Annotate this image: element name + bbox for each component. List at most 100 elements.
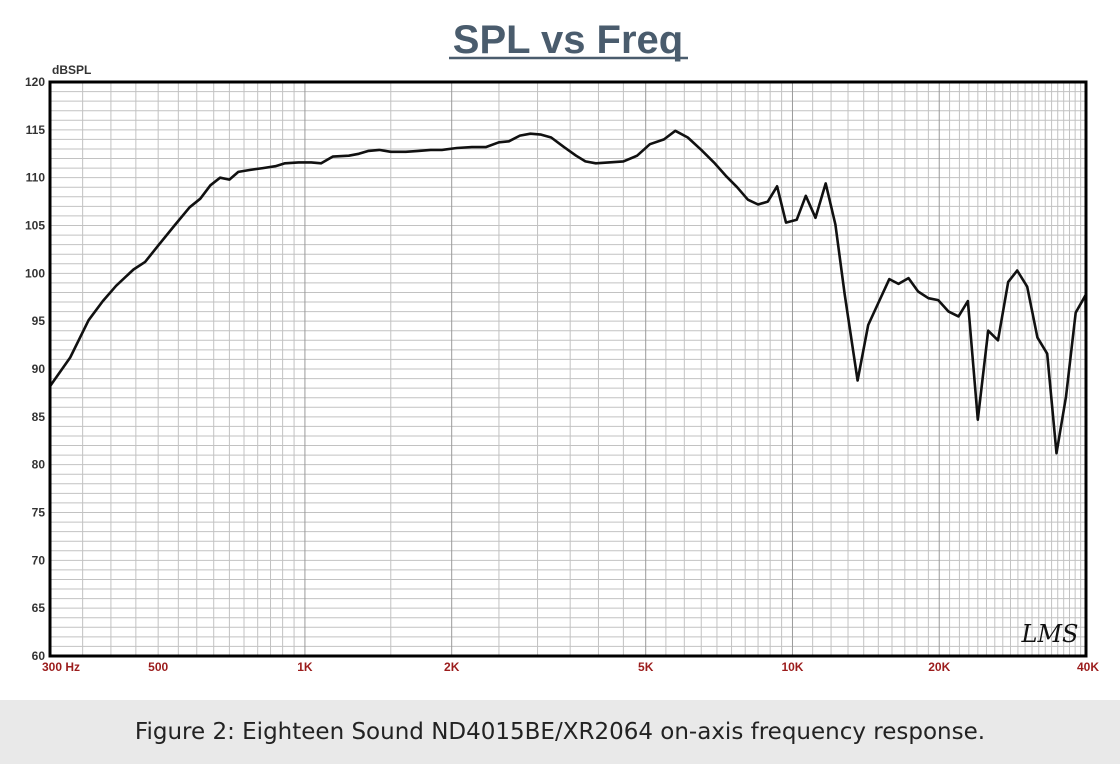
data-point	[297, 161, 300, 164]
data-point	[248, 169, 251, 171]
data-point	[404, 150, 407, 153]
grid	[50, 82, 1086, 656]
data-point	[69, 356, 72, 359]
data-point	[274, 165, 277, 168]
data-point	[927, 297, 930, 300]
y-tick-label: 80	[32, 458, 46, 472]
data-point	[584, 160, 587, 163]
data-point	[456, 147, 458, 149]
x-tick-label: 40K	[1077, 660, 1099, 674]
y-axis-label: dBSPL	[52, 63, 91, 77]
data-point	[507, 140, 510, 143]
data-point	[834, 223, 837, 226]
x-tick-label: 500	[148, 660, 168, 674]
x-tick-label: 300 Hz	[42, 660, 80, 674]
y-tick-label: 105	[25, 219, 45, 233]
data-point	[917, 290, 919, 293]
data-point	[594, 162, 597, 165]
x-tick-label: 20K	[928, 660, 950, 674]
y-tick-label: 120	[25, 75, 45, 89]
data-point	[843, 293, 846, 296]
data-point	[378, 149, 381, 151]
data-point	[804, 194, 807, 197]
data-point	[947, 310, 950, 313]
x-tick-label: 5K	[638, 660, 654, 674]
figure-caption-text: Figure 2: Eighteen Sound ND4015BE/XR2064…	[134, 719, 986, 745]
data-point	[713, 161, 715, 164]
curve-layer	[48, 129, 1088, 455]
data-point	[320, 162, 323, 165]
data-point	[284, 162, 286, 165]
y-tick-label: 60	[32, 649, 46, 663]
data-point	[188, 206, 191, 209]
y-tick-label: 115	[26, 123, 46, 137]
data-point	[607, 161, 610, 164]
x-tick-label: 2K	[444, 660, 460, 674]
data-point	[575, 154, 578, 157]
data-point	[357, 152, 360, 155]
x-tick-label: 10K	[781, 660, 803, 674]
data-point	[1074, 311, 1077, 314]
data-point	[700, 149, 703, 151]
data-point	[87, 319, 90, 322]
y-tick-label: 100	[25, 266, 45, 280]
y-tick-label: 90	[32, 362, 46, 376]
figure-caption: Figure 2: Eighteen Sound ND4015BE/XR2064…	[0, 700, 1120, 764]
data-point	[389, 150, 392, 153]
data-point	[967, 300, 969, 302]
data-point	[550, 136, 553, 139]
data-point	[724, 174, 727, 177]
data-point	[736, 186, 739, 189]
data-point	[877, 302, 880, 304]
lms-logo-text: LMS	[1021, 620, 1079, 648]
y-tick-label: 110	[26, 171, 46, 185]
data-point	[856, 379, 859, 382]
data-point	[1026, 285, 1029, 288]
y-tick-label: 70	[32, 553, 46, 567]
data-point	[867, 324, 870, 326]
data-point	[987, 329, 990, 332]
data-point	[331, 155, 334, 158]
data-point	[997, 339, 999, 342]
data-point	[976, 418, 979, 421]
data-point	[470, 146, 473, 148]
data-point	[228, 178, 231, 181]
data-point	[540, 133, 542, 136]
data-point	[310, 161, 313, 164]
data-point	[622, 160, 625, 163]
data-point	[636, 154, 638, 157]
data-point	[957, 315, 960, 318]
y-tick-label: 95	[32, 314, 46, 328]
chart-title: SPL vs Freq	[453, 18, 683, 62]
data-point	[663, 138, 665, 141]
data-point	[888, 278, 891, 280]
tick-labels: 60 65 70 75 80 85 90 95 100 105 110 115 120 300 Hz 500…	[25, 75, 1099, 674]
data-point	[795, 218, 798, 221]
chart-figure: 60 65 70 75 80 85 90 95 100 105 110 115 120 300 Hz 500…	[0, 18, 1120, 764]
data-point	[529, 132, 532, 135]
data-point	[937, 299, 940, 302]
data-point	[101, 300, 104, 302]
data-point	[746, 198, 749, 201]
data-point	[1036, 336, 1039, 339]
data-point	[132, 268, 135, 271]
data-point	[429, 149, 432, 151]
data-point	[417, 149, 420, 152]
lms-logo: LMS	[1021, 620, 1079, 648]
data-point	[776, 185, 779, 188]
data-point	[1055, 452, 1058, 455]
y-tick-label: 75	[32, 506, 46, 520]
data-point	[563, 146, 565, 148]
data-point	[498, 141, 500, 144]
data-point	[648, 143, 651, 146]
data-point	[824, 182, 827, 185]
data-point	[199, 197, 202, 200]
data-point	[173, 224, 176, 227]
spl-vs-freq-chart: 60 65 70 75 80 85 90 95 100 105 110 115 120 300 Hz 500…	[25, 18, 1099, 674]
data-point	[785, 221, 787, 224]
data-point	[1007, 281, 1010, 283]
data-point	[766, 200, 769, 203]
data-point	[347, 154, 350, 157]
data-point	[157, 244, 160, 247]
data-point	[518, 134, 521, 137]
